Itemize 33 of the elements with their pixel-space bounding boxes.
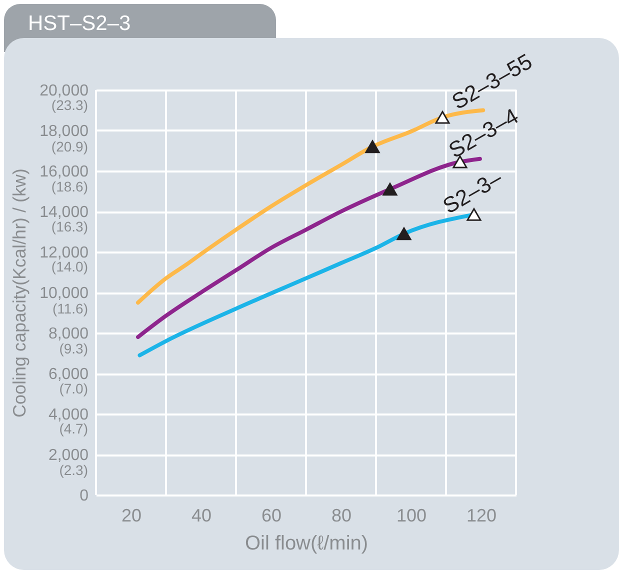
y-tick-label: 18,000 [40,123,89,140]
y-tick-label: 16,000 [40,164,89,180]
point [382,182,398,196]
point [365,140,380,154]
y-tick-label: 12,000 [40,244,89,262]
y2-tick-label: (20.9) [51,138,88,155]
y-tick-label: 6,000 [48,366,89,383]
y-tick-label: 20,000 [40,82,89,100]
y-tick-label: 2,000 [48,447,89,464]
y2-tick-label: (7.0) [59,380,88,396]
y2-tick-label: (23.3) [51,97,88,113]
x-tick-label: 20 [121,506,142,526]
x-tick-label: 80 [331,506,352,526]
y2-tick-label: (16.3) [51,218,88,235]
x-tick-label: 120 [466,506,497,526]
y-axis-title: Cooling capacity(Kcal/hr) / (kw) [10,168,30,418]
x-tick-label: 100 [396,506,427,526]
y2-tick-label: (9.3) [59,340,88,356]
y2-tick-label: (2.3) [59,462,88,478]
point [435,110,450,124]
x-axis-title: Oil flow(ℓ/min) [244,532,368,554]
x-tick-label: 40 [191,506,212,526]
text: S2–3– [438,164,507,219]
y2-tick-label: (14.0) [51,258,88,275]
y2-tick-label: (18.6) [51,178,88,195]
x-tick-label: 60 [261,506,282,526]
y-tick-label: 0 [80,488,89,504]
chart-title: HST–S2–3 [28,12,131,36]
y-tick-label: 14,000 [40,204,89,221]
y2-tick-label: (11.6) [52,300,88,316]
y-tick-label: 8,000 [48,326,89,342]
point [396,227,412,240]
y-tick-label: 10,000 [40,285,89,302]
